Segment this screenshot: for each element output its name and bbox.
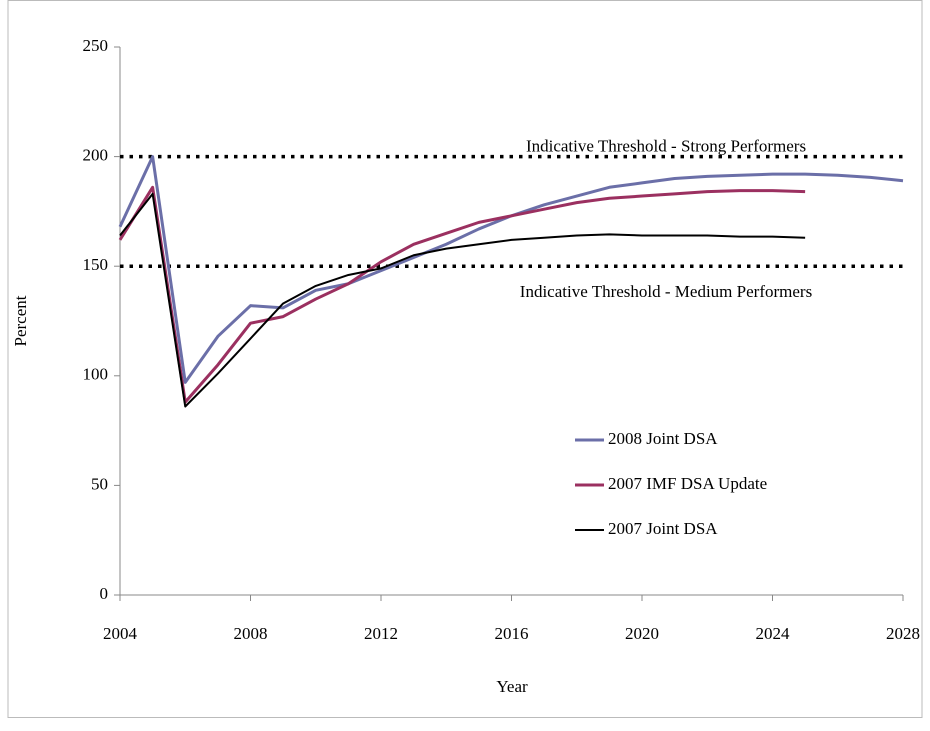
x-tick-label: 2004 (103, 624, 138, 643)
y-tick-label: 50 (91, 474, 108, 493)
y-tick-label: 150 (83, 255, 109, 274)
x-tick-label: 2012 (364, 624, 398, 643)
x-tick-label: 2024 (756, 624, 791, 643)
y-tick-label: 250 (83, 36, 109, 55)
x-tick-label: 2016 (495, 624, 529, 643)
legend-label: 2008 Joint DSA (608, 429, 718, 448)
frame (7, 0, 923, 718)
y-tick-label: 200 (83, 146, 109, 165)
y-tick-label: 0 (100, 584, 109, 603)
series-line (118, 185, 806, 404)
legend-label: 2007 Joint DSA (608, 519, 718, 538)
x-tick-label: 2008 (234, 624, 268, 643)
y-tick-label: 100 (83, 365, 109, 384)
y-axis-label: Percent (11, 295, 30, 346)
x-tick-label: 2028 (886, 624, 920, 643)
x-axis-label: Year (496, 677, 528, 696)
legend-label: 2007 IMF DSA Update (608, 474, 767, 493)
series-line (119, 192, 806, 408)
threshold-label: Indicative Threshold - Medium Performers (520, 282, 812, 301)
threshold-label: Indicative Threshold - Strong Performers (526, 137, 806, 156)
x-tick-label: 2020 (625, 624, 659, 643)
